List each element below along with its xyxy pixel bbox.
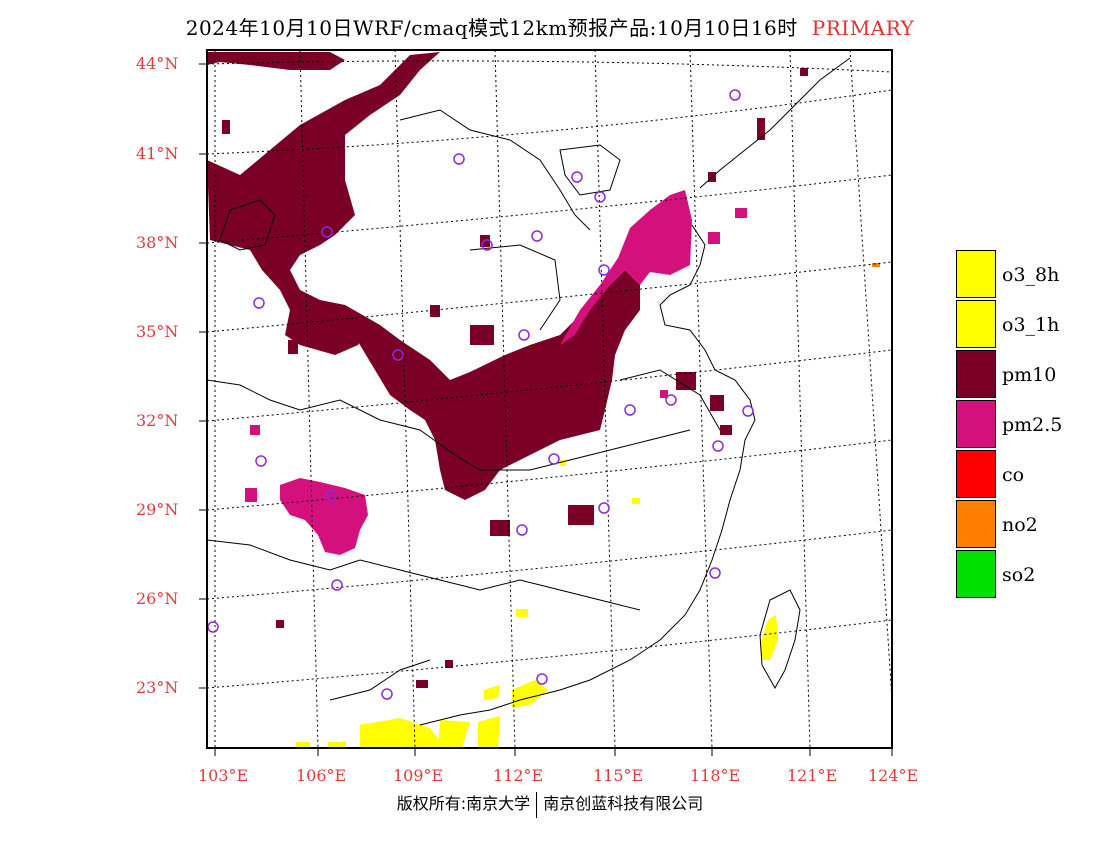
- legend-label-no2: no2: [1002, 514, 1038, 536]
- lat-label-44n: 44°N: [136, 54, 179, 73]
- copyright-left: 版权所有:南京大学: [396, 794, 531, 813]
- lon-label-106e: 106°E: [296, 766, 347, 785]
- copyright-footer: 版权所有:南京大学 南京创蓝科技有限公司: [0, 790, 1100, 818]
- lat-label-41n: 41°N: [136, 144, 179, 163]
- legend-label-so2: so2: [1002, 564, 1036, 586]
- lon-label-124e: 124°E: [868, 766, 919, 785]
- graticule: [207, 50, 892, 748]
- title-primary-tag: PRIMARY: [811, 16, 915, 40]
- pm10-region-central: [345, 270, 640, 500]
- pm10-region-top: [207, 52, 345, 70]
- lon-label-118e: 118°E: [690, 766, 741, 785]
- legend-label-o3-1h: o3_1h: [1002, 314, 1060, 336]
- lon-label-112e: 112°E: [493, 766, 544, 785]
- lat-label-26n: 26°N: [136, 589, 179, 608]
- legend-label-pm10: pm10: [1002, 364, 1057, 386]
- title-text: 2024年10月10日WRF/cmaq模式12km预报产品:10月10日16时: [185, 16, 798, 40]
- map-frame: [206, 49, 893, 749]
- axis-ticks: [199, 63, 893, 756]
- no2-patch: [872, 263, 880, 267]
- legend-swatch-o3-8h: [956, 250, 996, 298]
- station-markers: [207, 89, 754, 700]
- lon-label-109e: 109°E: [393, 766, 444, 785]
- pm25-region-southwest: [280, 478, 368, 555]
- legend-swatch-pm25: [956, 400, 996, 448]
- pm25-scatter: [245, 208, 747, 502]
- lat-label-35n: 35°N: [136, 322, 179, 341]
- legend-swatch-no2: [956, 500, 996, 548]
- map-title: 2024年10月10日WRF/cmaq模式12km预报产品:10月10日16时 P…: [0, 12, 1100, 41]
- footer-separator: [536, 791, 538, 818]
- legend-label-o3-8h: o3_8h: [1002, 264, 1060, 286]
- lon-label-115e: 115°E: [593, 766, 644, 785]
- lat-label-23n: 23°N: [136, 678, 179, 697]
- lon-label-103e: 103°E: [198, 766, 249, 785]
- lat-label-38n: 38°N: [136, 233, 179, 252]
- boundaries: [207, 57, 851, 726]
- pm25-region-northchina: [560, 190, 692, 345]
- pm10-region-northwest: [207, 52, 440, 355]
- lat-label-32n: 32°N: [136, 411, 179, 430]
- legend-swatch-co: [956, 450, 996, 498]
- o3-patches: [296, 460, 778, 748]
- copyright-right: 南京创蓝科技有限公司: [543, 794, 704, 813]
- legend-swatch-o3-1h: [956, 300, 996, 348]
- lat-label-29n: 29°N: [136, 500, 179, 519]
- legend-label-co: co: [1002, 464, 1025, 486]
- legend-swatch-so2: [956, 550, 996, 598]
- lon-label-121e: 121°E: [787, 766, 838, 785]
- legend-label-pm25: pm2.5: [1002, 414, 1063, 436]
- legend-swatch-pm10: [956, 350, 996, 398]
